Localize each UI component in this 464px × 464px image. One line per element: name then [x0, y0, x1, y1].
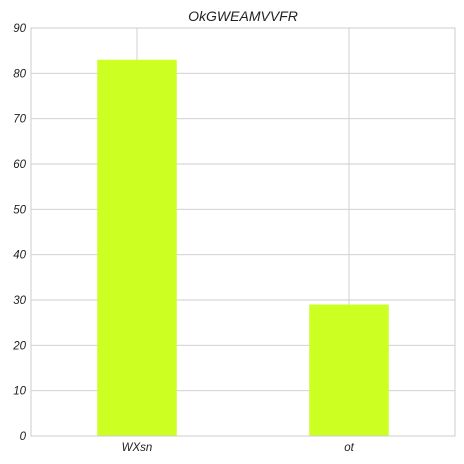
x-tick-label: ot: [344, 442, 354, 454]
bar-wxsn: [97, 59, 177, 436]
plot-frame: [30, 27, 456, 437]
y-tick-label: 50: [13, 204, 26, 216]
bars: [97, 59, 389, 436]
y-tick-label: 20: [12, 340, 26, 352]
y-tick-label: 90: [13, 23, 26, 35]
grid: [31, 27, 455, 437]
x-axis-ticks: WXsn ot: [122, 442, 355, 454]
y-tick-label: 70: [13, 114, 26, 126]
y-tick-label: 0: [20, 431, 27, 443]
y-axis-ticks: 0 10 20 30 40 50 60 70 80 90: [12, 23, 26, 443]
y-tick-label: 40: [13, 250, 26, 262]
x-tick-label: WXsn: [122, 442, 153, 454]
chart-title: OkGWEAMVVFR: [188, 8, 298, 24]
y-tick-label: 60: [13, 159, 26, 171]
bar-ot: [309, 304, 389, 436]
y-tick-label: 30: [13, 295, 26, 307]
y-tick-label: 10: [13, 386, 26, 398]
y-tick-label: 80: [13, 68, 26, 80]
